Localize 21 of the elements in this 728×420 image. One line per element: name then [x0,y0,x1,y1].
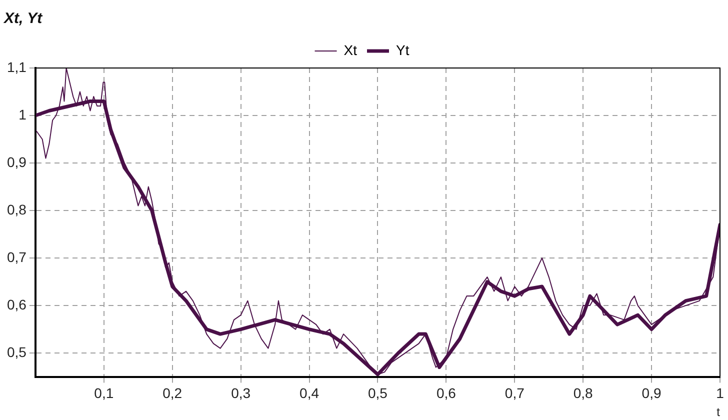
y-tick-label: 0,7 [6,248,27,265]
x-tick-label: 0,2 [162,385,182,402]
legend-label: Xt [344,42,358,58]
y-tick-label: 0,6 [6,296,27,312]
y-tick-label: 0,9 [6,154,27,170]
y-tick-label: 1,1 [6,58,27,75]
legend-label: Yt [396,42,410,58]
x-tick-label: 0,7 [504,385,525,402]
x-tick-label: 0,3 [231,385,251,402]
x-tick-label: 0,4 [300,385,320,402]
x-tick-label: 0,8 [573,385,594,402]
y-tick-label: 0,8 [6,201,27,218]
x-axis-title: t [716,405,721,420]
y-tick-label: 0,5 [6,344,27,360]
x-tick-label: 0,1 [94,385,114,402]
x-tick-label: 0,9 [642,385,662,402]
x-tick-label: 0,5 [368,385,388,402]
x-tick-label: 1 [716,385,724,402]
chart-title: Xt, Yt [3,10,44,28]
y-tick-label: 1 [18,106,27,122]
x-tick-label: 0,6 [436,385,456,402]
